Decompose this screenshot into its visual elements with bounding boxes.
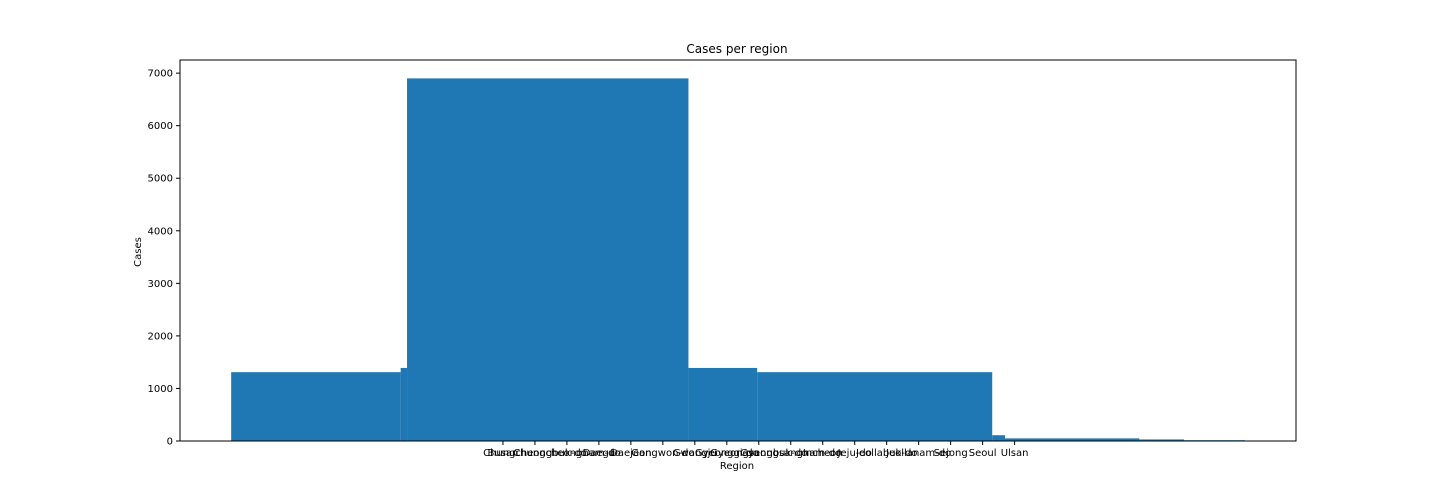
y-tick-label: 5000 xyxy=(148,174,173,185)
bar-2 xyxy=(407,78,689,442)
x-tick-label: Gwangju xyxy=(673,448,717,459)
y-tick-label: 2000 xyxy=(148,331,173,342)
x-tick-label: Jeollanam-do xyxy=(885,448,951,459)
bar-5 xyxy=(992,435,1006,441)
x-tick-label: Gyeonggi-do xyxy=(695,448,759,459)
x-tick-label: Chungcheongbuk-do xyxy=(483,448,587,459)
y-tick-label: 7000 xyxy=(148,69,173,80)
bar-3 xyxy=(688,367,758,441)
y-tick-label: 4000 xyxy=(148,226,173,237)
x-tick-label: Gangwon-do xyxy=(631,448,694,459)
bar-4 xyxy=(757,372,993,441)
bars-group xyxy=(231,78,1245,442)
x-tick-label: Ulsan xyxy=(1001,448,1029,459)
x-axis-ticks: BusanChungcheongbuk-doChungcheongnam-doD… xyxy=(483,441,1028,459)
bar-0 xyxy=(231,372,401,441)
x-axis-label: Region xyxy=(720,461,754,472)
x-tick-label: Gyeongsangbuk-do xyxy=(710,448,807,459)
chart-title: Cases per region xyxy=(686,42,787,56)
x-tick-label: Jeollabuk-do xyxy=(855,448,917,459)
x-tick-label: Jeju-do xyxy=(837,448,872,459)
y-axis-ticks: 0 1000 2000 3000 4000 5000 6000 7000 xyxy=(148,69,180,448)
y-axis-label: Cases xyxy=(133,237,144,267)
bar-1 xyxy=(400,367,408,441)
y-tick-label: 3000 xyxy=(148,279,173,290)
x-tick-label: Daejeon xyxy=(610,448,651,459)
x-tick-label: Chungcheongnam-do xyxy=(513,448,620,459)
bar-6 xyxy=(1005,438,1140,441)
x-tick-label: Busan xyxy=(488,448,519,459)
y-tick-label: 6000 xyxy=(148,121,173,132)
axes-frame xyxy=(179,59,1297,442)
x-tick-label: Incheon xyxy=(803,448,843,459)
x-tick-label: Sejong xyxy=(934,448,968,459)
bar-7 xyxy=(1139,439,1185,441)
x-tick-label: Gyeongsangnam-do xyxy=(740,448,841,459)
x-tick-label: Daegu xyxy=(583,448,616,459)
y-tick-label: 1000 xyxy=(148,384,173,395)
x-tick-label: Seoul xyxy=(969,448,997,459)
y-tick-label: 0 xyxy=(167,437,173,448)
